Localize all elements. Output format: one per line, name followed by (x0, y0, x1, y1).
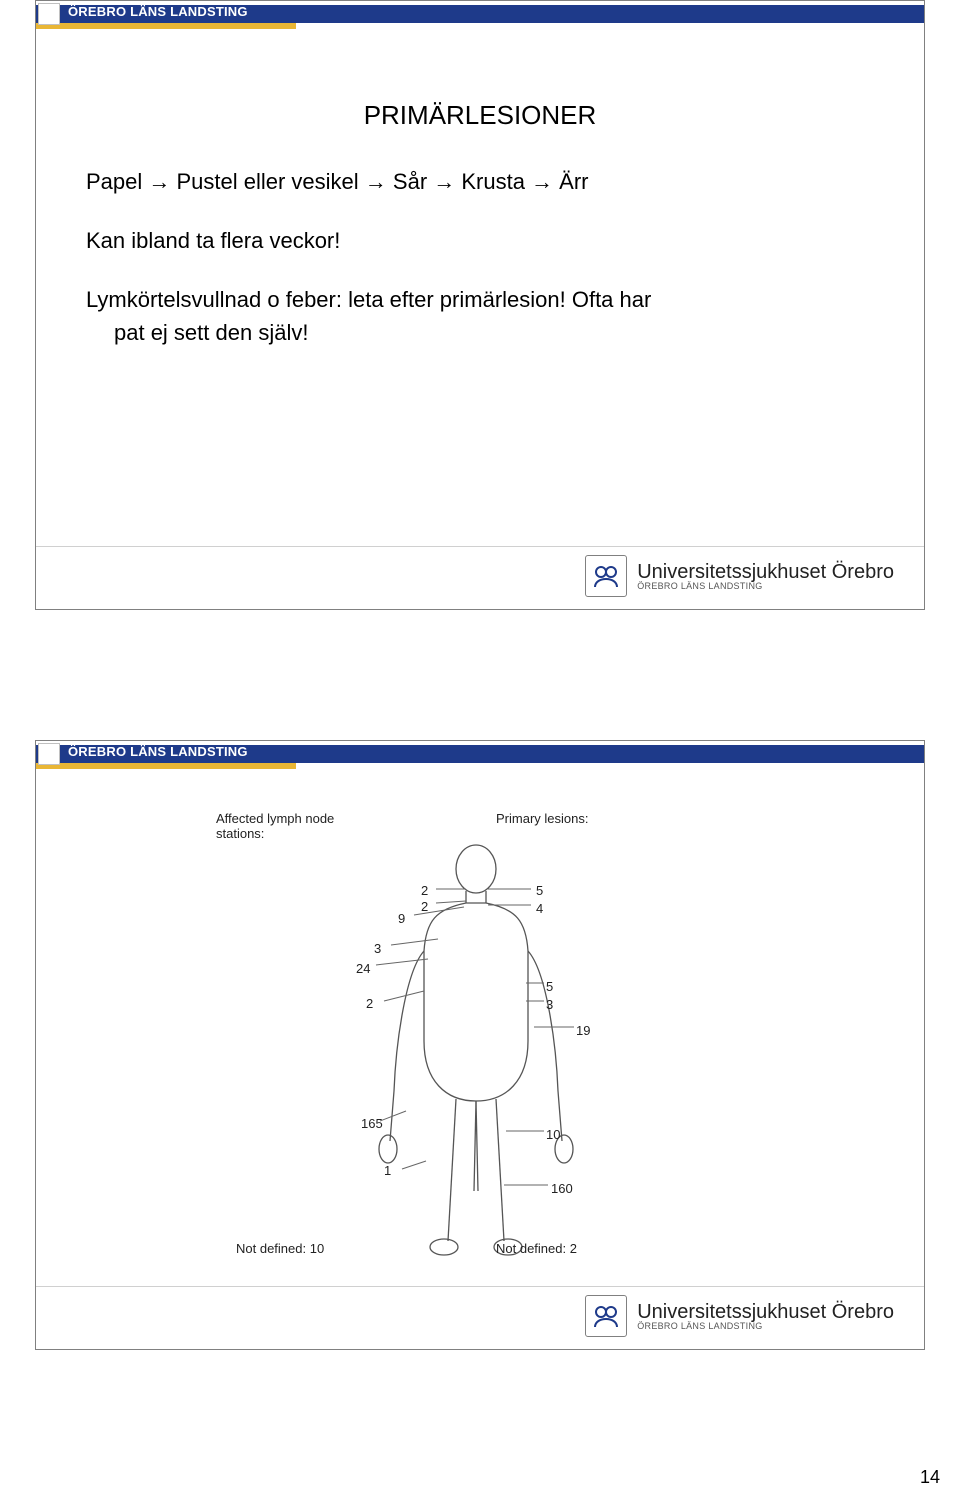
left-not-defined: Not defined: 10 (236, 1241, 324, 1256)
footer-sub: ÖREBRO LÄNS LANDSTING (637, 1322, 894, 1331)
footer-text: Universitetssjukhuset Örebro ÖREBRO LÄNS… (637, 1302, 894, 1331)
slide1-line3b: pat ej sett den själv! (86, 316, 874, 349)
slide-footer: Universitetssjukhuset Örebro ÖREBRO LÄNS… (36, 546, 924, 609)
slide1-line2: Kan ibland ta flera veckor! (86, 224, 874, 257)
slide1-title: PRIMÄRLESIONER (86, 96, 874, 135)
body-outline-svg (366, 841, 586, 1261)
node-left: 3 (374, 941, 381, 956)
slide-header: ÖREBRO LÄNS LANDSTING (36, 1, 924, 31)
slide1-content: PRIMÄRLESIONER Papel → Pustel eller vesi… (36, 31, 924, 349)
footer-logo: Universitetssjukhuset Örebro ÖREBRO LÄNS… (585, 555, 894, 597)
slide-1: ÖREBRO LÄNS LANDSTING PRIMÄRLESIONER Pap… (35, 0, 925, 610)
node-right: 160 (551, 1181, 573, 1196)
node-left: 24 (356, 961, 370, 976)
node-right: 3 (546, 997, 553, 1012)
node-right: 4 (536, 901, 543, 916)
node-left: 9 (398, 911, 405, 926)
slide-footer: Universitetssjukhuset Örebro ÖREBRO LÄNS… (36, 1286, 924, 1349)
footer-name: Universitetssjukhuset Örebro (637, 1302, 894, 1322)
node-right: 5 (536, 883, 543, 898)
node-right: 10 (546, 1127, 560, 1142)
slide-2: ÖREBRO LÄNS LANDSTING Affected lymph nod… (35, 740, 925, 1350)
node-left: 2 (366, 996, 373, 1011)
footer-sub: ÖREBRO LÄNS LANDSTING (637, 582, 894, 591)
diagram-left-heading: Affected lymph node stations: (216, 811, 356, 841)
node-right: 5 (546, 979, 553, 994)
page-number: 14 (920, 1467, 940, 1488)
footer-name: Universitetssjukhuset Örebro (637, 562, 894, 582)
header-bar-gold (36, 763, 296, 769)
footer-logo: Universitetssjukhuset Örebro ÖREBRO LÄNS… (585, 1295, 894, 1337)
diagram-right-heading: Primary lesions: (496, 811, 588, 826)
node-left: 165 (361, 1116, 383, 1131)
header-logo-box (38, 743, 60, 765)
header-label: ÖREBRO LÄNS LANDSTING (68, 744, 248, 759)
node-left: 2 (421, 883, 428, 898)
right-not-defined: Not defined: 2 (496, 1241, 577, 1256)
slide1-line1: Papel → Pustel eller vesikel → Sår → Kru… (86, 165, 874, 198)
footer-text: Universitetssjukhuset Örebro ÖREBRO LÄNS… (637, 562, 894, 591)
footer-logo-icon (585, 555, 627, 597)
slide1-line3: Lymkörtelsvullnad o feber: leta efter pr… (86, 283, 874, 316)
node-left: 1 (384, 1163, 391, 1178)
footer-logo-icon (585, 1295, 627, 1337)
body-diagram: Affected lymph node stations: Primary le… (216, 811, 736, 1281)
node-left: 2 (421, 899, 428, 914)
header-label: ÖREBRO LÄNS LANDSTING (68, 4, 248, 19)
header-logo-box (38, 3, 60, 25)
header-bar-gold (36, 23, 296, 29)
slide-header: ÖREBRO LÄNS LANDSTING (36, 741, 924, 771)
page: ÖREBRO LÄNS LANDSTING PRIMÄRLESIONER Pap… (0, 0, 960, 1498)
node-right: 19 (576, 1023, 590, 1038)
